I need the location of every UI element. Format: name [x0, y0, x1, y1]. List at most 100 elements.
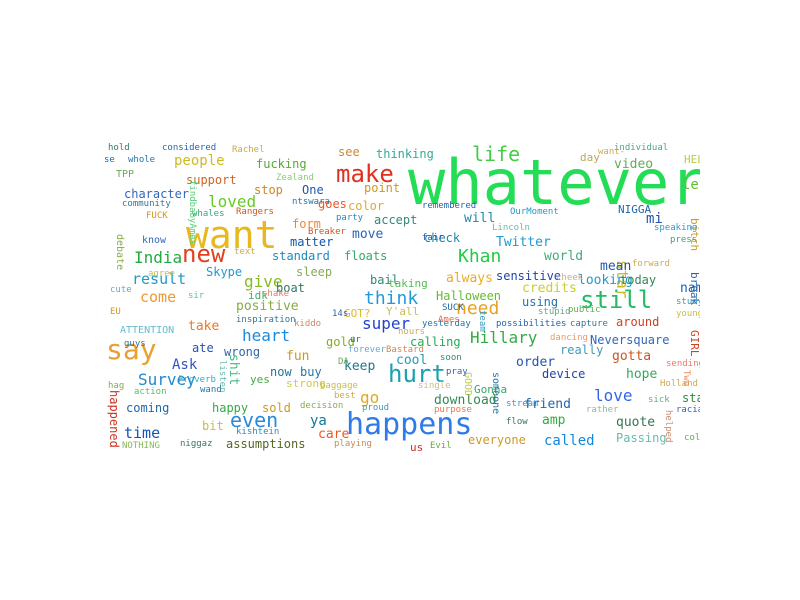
word: decision — [300, 401, 344, 411]
word: Ames — [438, 315, 460, 325]
word: ate — [192, 341, 214, 355]
word: single — [418, 381, 451, 391]
word: cool — [396, 353, 428, 368]
word: proud — [362, 403, 390, 413]
word: rather — [586, 405, 619, 415]
word: super — [362, 314, 411, 333]
word: sending — [666, 359, 700, 369]
word: floats — [344, 249, 388, 263]
word: come — [140, 288, 177, 306]
word: community — [122, 199, 171, 209]
word: Ask — [172, 357, 198, 373]
word: helped — [663, 410, 673, 443]
word: Bastard — [386, 345, 424, 355]
word: calling — [410, 335, 461, 349]
word: Survey — [138, 370, 196, 389]
word: yesterday — [422, 319, 471, 329]
word: someone — [490, 372, 501, 415]
word: Halloween — [436, 289, 502, 303]
word: stupid — [538, 307, 571, 317]
word: bail — [370, 273, 399, 287]
word: want- — [598, 147, 626, 157]
word: fucking — [256, 157, 307, 171]
word: cute — [110, 285, 132, 295]
word: name — [680, 281, 700, 296]
word: Rangers — [236, 207, 274, 217]
word: friend — [524, 397, 571, 412]
word: goes — [318, 197, 347, 211]
word: press — [670, 235, 698, 245]
word: EU — [110, 307, 121, 317]
word: whatever — [408, 146, 700, 219]
word: text — [234, 247, 256, 257]
word: give — [244, 272, 283, 291]
word: forever — [348, 345, 386, 355]
word: Twitter — [496, 235, 551, 250]
word: go — [360, 388, 380, 407]
word: ATTENTION — [120, 325, 175, 336]
word: studying — [676, 297, 700, 307]
word: playing — [334, 439, 372, 449]
word: fair — [422, 233, 444, 243]
word: accept — [374, 213, 418, 227]
word: take — [188, 319, 220, 334]
word: new — [182, 240, 226, 268]
word: life — [472, 142, 521, 166]
word: gotta — [612, 349, 652, 364]
word: flow — [506, 417, 528, 427]
word: party — [336, 213, 364, 223]
word: happened — [107, 390, 121, 448]
word: dancing — [550, 333, 588, 343]
word: video — [614, 157, 654, 172]
word: forward — [632, 259, 670, 269]
word: capture — [570, 319, 608, 329]
word: sick — [648, 395, 670, 405]
word: using — [522, 295, 559, 309]
word: keep — [344, 359, 376, 374]
word: assumptions — [226, 437, 306, 451]
word: amp — [542, 413, 566, 428]
word: boat — [276, 281, 305, 295]
word: bit — [202, 419, 224, 433]
word: will — [464, 211, 496, 226]
word: really — [560, 343, 604, 357]
word: move — [352, 227, 384, 242]
word: idk — [248, 289, 268, 302]
word: agree — [148, 269, 176, 279]
word: whole — [128, 155, 156, 165]
word: hope — [626, 367, 658, 382]
word: need — [456, 298, 500, 319]
word: form — [292, 217, 321, 231]
word: Khan — [458, 246, 502, 267]
word: wrong — [224, 345, 261, 359]
word: guys — [124, 339, 146, 349]
word: NIGGA — [618, 203, 652, 216]
word: called — [544, 433, 595, 449]
word: possibilities — [496, 319, 567, 329]
word: Breaker — [308, 227, 346, 237]
word: hag — [108, 381, 125, 391]
word: fun — [286, 349, 310, 364]
word: Skype — [206, 265, 243, 279]
word: sold — [262, 401, 291, 415]
word: GIRL — [688, 330, 700, 357]
word: heart — [242, 326, 291, 345]
word: let — [682, 177, 700, 193]
word: baggage — [320, 381, 358, 391]
word: speaking — [654, 223, 698, 233]
word: see — [338, 145, 360, 159]
word: stream — [506, 399, 539, 409]
word: findbabyAmes — [187, 180, 197, 246]
word: ntswara — [292, 197, 330, 207]
word: Gonna — [474, 383, 508, 396]
word: result — [132, 270, 187, 288]
word: looking — [578, 273, 633, 288]
word-cloud: whatever want happens say new make hurt … — [100, 140, 700, 460]
word: purpose — [434, 405, 472, 415]
word: DA — [338, 357, 349, 367]
word: hold — [108, 143, 130, 153]
word: check — [424, 231, 461, 245]
word: GOT? — [344, 307, 371, 320]
word: se — [104, 155, 115, 165]
word: want — [186, 213, 278, 257]
